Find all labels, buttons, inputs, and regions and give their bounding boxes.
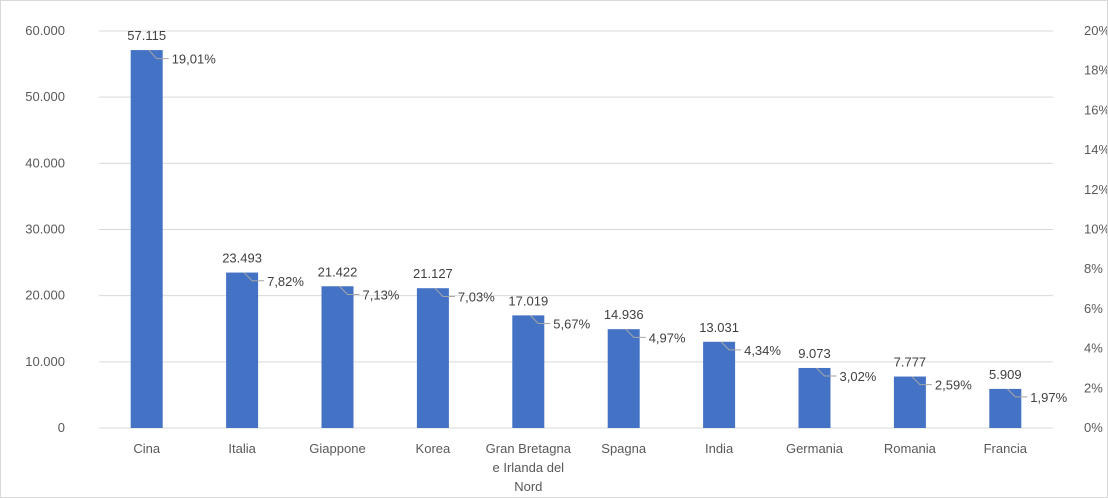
percent-label: 1,97% [1030,390,1067,405]
bar [798,367,831,428]
percent-label: 3,02% [840,369,877,384]
bar [703,341,736,428]
category-label: Francia [984,441,1028,456]
y-tick-label: 40.000 [25,155,65,170]
bar-value-label: 7.777 [894,355,927,370]
category-label: Spagna [601,441,647,456]
y-tick-label: 60.000 [25,23,65,38]
category-label: Gran Bretagna [486,441,572,456]
bar [893,376,926,428]
bar [416,288,449,428]
category-label: Giappone [309,441,365,456]
percent-label: 4,97% [649,330,686,345]
category-label: Germania [786,441,844,456]
bar-value-label: 57.115 [127,28,166,43]
y-tick-label: 0 [58,420,65,435]
y2-tick-label: 18% [1084,63,1107,78]
bar-value-label: 17.019 [508,293,548,308]
bar-value-label: 23.493 [222,251,262,266]
bar-value-label: 14.936 [604,307,644,322]
percent-connector [816,367,837,377]
percent-connector [434,287,455,297]
bar-value-label: 9.073 [798,346,831,361]
percent-label: 7,03% [458,289,495,304]
category-label: Cina [133,441,161,456]
y2-tick-label: 6% [1084,301,1103,316]
y2-tick-label: 2% [1084,380,1103,395]
y-tick-label: 10.000 [25,354,65,369]
category-label: e Irlanda del [493,460,565,475]
y-tick-label: 30.000 [25,222,65,237]
percent-connector [243,272,265,282]
percent-connector [625,328,646,338]
bar [226,272,259,428]
percent-connector [911,376,932,386]
percent-connector [1006,388,1028,398]
percent-label: 7,13% [363,287,400,302]
category-label: Romania [884,441,937,456]
y2-tick-label: 0% [1084,420,1103,435]
bar-value-label: 21.127 [413,266,453,281]
category-label: Nord [514,479,542,494]
bar-value-label: 13.031 [699,320,739,335]
bar [607,329,640,428]
bar [512,315,545,428]
percent-label: 19,01% [172,52,217,67]
category-label: Italia [228,441,256,456]
y-tick-label: 50.000 [25,89,65,104]
y2-tick-label: 14% [1084,142,1107,157]
percent-connector [148,49,169,60]
percent-label: 5,67% [553,316,590,331]
y-tick-label: 20.000 [25,288,65,303]
percent-label: 7,82% [267,274,304,289]
category-label: Korea [416,441,451,456]
y2-tick-label: 16% [1084,102,1107,117]
percent-connector [720,341,742,351]
percent-label: 4,34% [744,343,781,358]
percent-connector [529,315,551,324]
percent-label: 2,59% [935,378,972,393]
bar [130,50,163,429]
y2-tick-label: 20% [1084,23,1107,38]
bar [989,388,1022,428]
y2-tick-label: 4% [1084,341,1103,356]
y2-tick-label: 10% [1084,222,1107,237]
y2-tick-label: 12% [1084,182,1107,197]
bar-value-label: 21.422 [318,264,358,279]
bar [321,286,354,428]
category-label: India [705,441,734,456]
y2-tick-label: 8% [1084,261,1103,276]
bar-value-label: 5.909 [989,367,1022,382]
percent-connector [339,285,360,295]
